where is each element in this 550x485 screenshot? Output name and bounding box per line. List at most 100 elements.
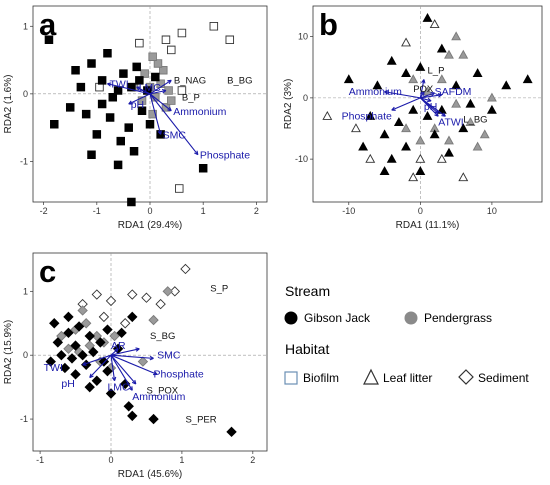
data-point xyxy=(137,356,149,367)
env-vector-arrowhead xyxy=(384,90,389,95)
data-point xyxy=(84,340,95,351)
env-vector-arrowhead xyxy=(391,106,396,111)
point-label: Ammonium xyxy=(132,391,185,403)
data-point xyxy=(81,109,91,119)
env-vector-arrowhead xyxy=(420,91,425,96)
data-point xyxy=(159,65,168,75)
env-vector-arrowhead xyxy=(111,376,117,382)
y-tick-label: -1 xyxy=(20,414,28,424)
data-point xyxy=(365,110,376,120)
data-point xyxy=(66,353,78,364)
data-point xyxy=(132,62,141,72)
data-point xyxy=(415,61,426,71)
env-vector-arrow xyxy=(149,89,167,95)
legend-stream-title: Stream xyxy=(285,283,330,299)
point-label: S_PER xyxy=(185,414,216,425)
data-point xyxy=(322,110,333,120)
data-point xyxy=(44,35,54,45)
data-point xyxy=(458,123,469,133)
x-tick-label: 1 xyxy=(201,206,206,216)
legend-sediment-label: Sediment xyxy=(478,371,529,385)
x-tick-label: -2 xyxy=(40,206,48,216)
env-vector-arrowhead xyxy=(421,79,426,84)
data-point xyxy=(225,35,235,45)
data-point xyxy=(458,49,469,59)
data-point xyxy=(70,369,81,380)
env-vector-arrow xyxy=(384,91,421,99)
env-vector-arrowhead xyxy=(167,79,172,85)
data-point xyxy=(119,318,131,329)
data-point xyxy=(97,99,107,109)
data-point xyxy=(84,381,95,393)
data-point xyxy=(465,117,476,127)
env-vector-arrow xyxy=(420,94,442,99)
legend-leaf-litter-triangle-icon xyxy=(363,368,379,385)
x-tick-label: 1 xyxy=(179,455,184,465)
data-point xyxy=(175,184,184,193)
env-vector-arrow xyxy=(107,83,151,95)
data-point xyxy=(379,129,390,139)
env-vector-arrow xyxy=(110,354,133,391)
data-point xyxy=(415,166,426,176)
env-vector-arrow xyxy=(110,354,158,375)
data-point xyxy=(422,12,433,22)
data-point xyxy=(209,22,219,31)
data-point xyxy=(429,19,440,29)
data-point xyxy=(401,68,411,78)
data-point xyxy=(198,163,208,173)
panel-label: b xyxy=(319,7,338,42)
data-point xyxy=(87,150,96,159)
data-point xyxy=(45,356,56,367)
data-point xyxy=(102,365,113,377)
legend-leaf-litter-label: Leaf litter xyxy=(383,371,432,385)
x-tick-label: -1 xyxy=(93,206,101,216)
env-vector-arrowhead xyxy=(107,82,112,87)
data-point xyxy=(124,123,133,132)
data-point xyxy=(180,263,191,275)
env-vector-arrowhead xyxy=(194,150,199,156)
data-point xyxy=(386,153,397,163)
data-point xyxy=(109,330,120,342)
y-tick-label: 0 xyxy=(23,89,28,99)
env-vector-arrowhead xyxy=(167,106,172,112)
data-point xyxy=(77,305,88,316)
data-point xyxy=(162,286,173,297)
data-point xyxy=(63,327,74,339)
panel-label: a xyxy=(39,7,57,42)
data-point xyxy=(358,141,369,151)
data-point xyxy=(415,135,426,145)
point-label: AR xyxy=(111,340,126,352)
data-point xyxy=(119,69,128,78)
point-label: S_POX xyxy=(146,386,178,397)
data-point xyxy=(148,52,157,61)
vector-label: TWI xyxy=(109,79,128,91)
data-point xyxy=(472,68,483,78)
point-label: SMC xyxy=(157,349,181,361)
legend-sediment-diamond-icon xyxy=(458,369,474,385)
data-point xyxy=(408,104,419,114)
data-point xyxy=(127,289,138,300)
y-tick-label: 10 xyxy=(298,32,308,42)
data-point xyxy=(444,135,454,145)
env-vector-arrow xyxy=(149,79,172,95)
data-point xyxy=(145,120,155,129)
data-point xyxy=(451,80,462,90)
point-label: SAFDM xyxy=(435,86,472,98)
x-axis-label: RDA1 (11.1%) xyxy=(396,220,460,231)
data-point xyxy=(80,318,92,329)
point-label: S_P xyxy=(210,283,228,294)
x-tick-label: -1 xyxy=(36,455,44,465)
data-point xyxy=(386,55,397,65)
env-vector-arrowhead xyxy=(427,97,432,103)
y-tick-label: -1 xyxy=(20,156,28,166)
env-vector-arrowhead xyxy=(437,93,443,98)
data-point xyxy=(97,76,107,85)
env-vector-arrowhead xyxy=(128,386,133,391)
data-point xyxy=(127,410,138,422)
data-point xyxy=(501,80,512,90)
point-label: Phosphate xyxy=(154,369,204,381)
legend-biofilm-label: Biofilm xyxy=(303,371,339,385)
panel-a: -2 -1 0 1 2 -1 0 1 RDA1 (29.4%) RDA2 (1.6%) a TWIpH… xyxy=(3,5,268,231)
data-point xyxy=(127,311,138,323)
